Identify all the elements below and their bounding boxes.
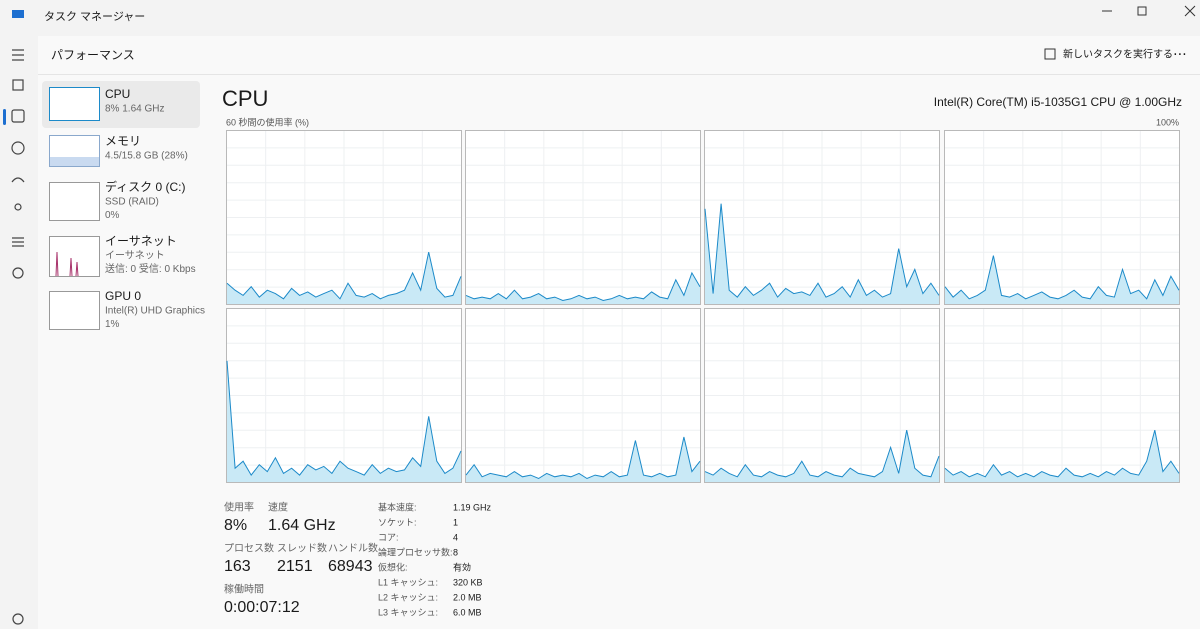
spec-label: ソケット:: [378, 517, 417, 527]
stat-label: プロセス数: [224, 542, 274, 555]
spec-value: 6.0 MB: [453, 607, 482, 617]
run-task-icon[interactable]: [1044, 48, 1056, 60]
sidebar-detail: SSD (RAID): [105, 197, 159, 208]
cpu-model: Intel(R) Core(TM) i5-1035G1 CPU @ 1.00GH…: [934, 95, 1182, 109]
stat-value: 68943: [328, 558, 373, 575]
spec-label: L3 キャッシュ:: [378, 607, 438, 617]
sidebar-detail: 4.5/15.8 GB (28%): [105, 151, 188, 162]
performance-icon[interactable]: [11, 109, 25, 123]
spec-label: L1 キャッシュ:: [378, 577, 438, 587]
nav-icons[interactable]: [3, 49, 25, 625]
cpu-title: CPU: [222, 86, 268, 111]
spec-value: 1: [453, 517, 458, 527]
spec-value: 有効: [453, 561, 471, 572]
sidebar-name: メモリ: [105, 134, 141, 148]
gpu-thumb: [49, 291, 100, 330]
core-area: [227, 252, 461, 304]
spec-value: 320 KB: [453, 577, 483, 587]
settings-icon[interactable]: [12, 613, 24, 625]
sidebar-name: GPU 0: [105, 289, 141, 303]
core-area: [705, 430, 939, 482]
window-title: タスク マネージャー: [44, 10, 145, 23]
selected-indicator: [3, 109, 6, 125]
menu-icon[interactable]: [12, 49, 24, 61]
core-line: [704, 429, 940, 478]
page-title: パフォーマンス: [51, 48, 135, 62]
core-line: [226, 251, 462, 300]
ethernet-thumb: [49, 236, 100, 277]
sidebar-name: ディスク 0 (C:): [105, 179, 186, 194]
core-line: [944, 429, 1180, 478]
memory-thumb-fill: [50, 157, 99, 166]
more-button[interactable]: ⋯: [1173, 46, 1187, 62]
spec-label: L2 キャッシュ:: [378, 592, 438, 602]
stat-value: 163: [224, 558, 251, 575]
history-icon[interactable]: [11, 141, 25, 155]
close[interactable]: [1184, 5, 1196, 17]
sidebar-detail: 0%: [105, 210, 120, 221]
stat-label: スレッド数: [277, 542, 327, 555]
cpu-thumb: [49, 87, 100, 121]
spec-value: 1.19 GHz: [453, 502, 492, 512]
core-area: [945, 255, 1179, 304]
processes-icon[interactable]: [12, 79, 24, 91]
stat-value: 0:00:07:12: [224, 599, 300, 616]
run-task-button[interactable]: 新しいタスクを実行する: [1063, 48, 1173, 61]
core-line: [704, 203, 940, 299]
details-icon[interactable]: [12, 237, 24, 247]
maximize[interactable]: [1137, 6, 1147, 16]
sidebar-thumbnails: [49, 87, 100, 330]
disk-thumb: [49, 182, 100, 221]
core-area: [466, 437, 700, 482]
users-icon[interactable]: [14, 203, 22, 211]
core-area: [705, 203, 939, 304]
services-icon[interactable]: [12, 267, 24, 279]
window-controls[interactable]: [1102, 5, 1196, 17]
core-line: [226, 360, 462, 476]
content: CPU Intel(R) Core(TM) i5-1035G1 CPU @ 1.…: [222, 86, 1182, 128]
spec-label: コア:: [378, 532, 399, 542]
core-line: [465, 436, 701, 480]
core-line: [465, 271, 701, 302]
core-area: [466, 272, 700, 304]
sidebar-detail: Intel(R) UHD Graphics: [105, 306, 205, 317]
core-line: [944, 255, 1180, 300]
sidebar-name: イーサネット: [105, 234, 177, 248]
sidebar-detail: イーサネット: [105, 250, 165, 262]
ethernet-thumb-line: [55, 251, 79, 277]
spec-value: 8: [453, 547, 458, 557]
sidebar-detail: 1%: [105, 319, 120, 330]
stat-value: 2151: [277, 558, 313, 575]
spec-value: 2.0 MB: [453, 592, 482, 602]
sidebar-detail: 送信: 0 受信: 0 Kbps: [105, 262, 196, 275]
stat-label: 稼働時間: [224, 583, 264, 596]
graph-label: 60 秒間の使用率 (%): [226, 116, 309, 127]
stat-label: 速度: [268, 501, 288, 514]
core-area: [227, 360, 461, 482]
spec-value: 4: [453, 532, 458, 542]
spec-label: 基本速度:: [378, 501, 417, 512]
spec-label: 論理プロセッサ数:: [378, 546, 453, 557]
app-icon: [12, 10, 24, 18]
stat-label: 使用率: [224, 501, 254, 514]
stat-label: ハンドル数: [328, 542, 378, 555]
startup-icon[interactable]: [11, 177, 25, 183]
spec-label: 仮想化:: [378, 561, 408, 572]
stat-value: 8%: [224, 517, 247, 534]
stat-value: 1.64 GHz: [268, 517, 336, 534]
sidebar-name: CPU: [105, 87, 130, 101]
sidebar-detail: 8% 1.64 GHz: [105, 104, 164, 115]
graph-max: 100%: [1156, 117, 1179, 127]
